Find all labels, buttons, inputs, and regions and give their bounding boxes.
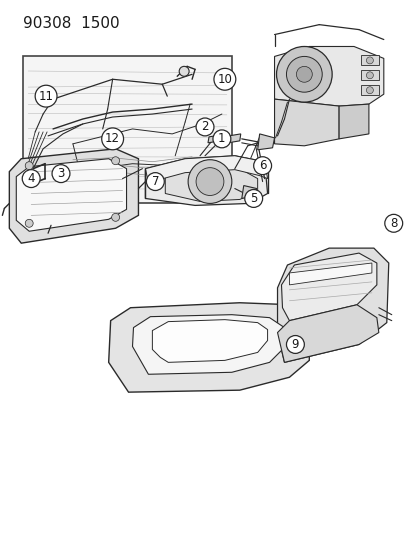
Text: 8: 8: [389, 217, 396, 230]
Circle shape: [179, 66, 189, 76]
Circle shape: [102, 128, 123, 150]
Text: 10: 10: [217, 73, 232, 86]
Circle shape: [366, 72, 373, 79]
Circle shape: [25, 161, 33, 169]
Text: 2: 2: [201, 120, 208, 133]
Circle shape: [188, 160, 231, 204]
Bar: [360, 85, 378, 95]
Polygon shape: [289, 263, 371, 285]
Text: 7: 7: [151, 175, 159, 188]
Text: 11: 11: [38, 90, 53, 103]
Text: 4: 4: [27, 172, 35, 185]
Bar: [360, 55, 378, 66]
Circle shape: [366, 57, 373, 64]
Circle shape: [146, 173, 164, 190]
Circle shape: [196, 168, 223, 196]
Circle shape: [112, 157, 119, 165]
Polygon shape: [277, 305, 378, 362]
Circle shape: [286, 336, 304, 353]
Circle shape: [22, 169, 40, 188]
Text: 6: 6: [258, 159, 266, 172]
Polygon shape: [274, 99, 338, 146]
Circle shape: [244, 190, 262, 207]
Polygon shape: [145, 156, 267, 205]
Bar: [360, 70, 378, 80]
Text: 9: 9: [291, 338, 299, 351]
Polygon shape: [145, 156, 267, 183]
Text: 90308  1500: 90308 1500: [23, 15, 120, 31]
Circle shape: [276, 46, 331, 102]
Polygon shape: [274, 46, 383, 106]
Circle shape: [196, 118, 214, 136]
Circle shape: [52, 165, 70, 183]
Polygon shape: [132, 314, 284, 374]
Polygon shape: [241, 185, 256, 198]
Polygon shape: [152, 320, 267, 362]
Polygon shape: [165, 166, 257, 201]
Circle shape: [253, 157, 271, 175]
Polygon shape: [16, 159, 126, 231]
Text: 1: 1: [218, 132, 225, 146]
Circle shape: [296, 66, 311, 82]
Circle shape: [25, 219, 33, 227]
Circle shape: [384, 214, 402, 232]
Text: 5: 5: [249, 192, 257, 205]
Circle shape: [286, 56, 321, 92]
Polygon shape: [338, 104, 368, 139]
Polygon shape: [257, 134, 274, 150]
Circle shape: [35, 85, 57, 107]
Polygon shape: [9, 149, 138, 243]
Circle shape: [212, 130, 230, 148]
Bar: [23, 56, 231, 204]
Circle shape: [366, 87, 373, 94]
Text: 12: 12: [105, 132, 120, 146]
Circle shape: [112, 213, 119, 221]
Polygon shape: [207, 135, 221, 143]
Circle shape: [214, 68, 235, 90]
Polygon shape: [277, 248, 388, 362]
Polygon shape: [281, 253, 376, 321]
Polygon shape: [108, 303, 309, 392]
Text: 3: 3: [57, 167, 64, 180]
Polygon shape: [227, 134, 240, 143]
